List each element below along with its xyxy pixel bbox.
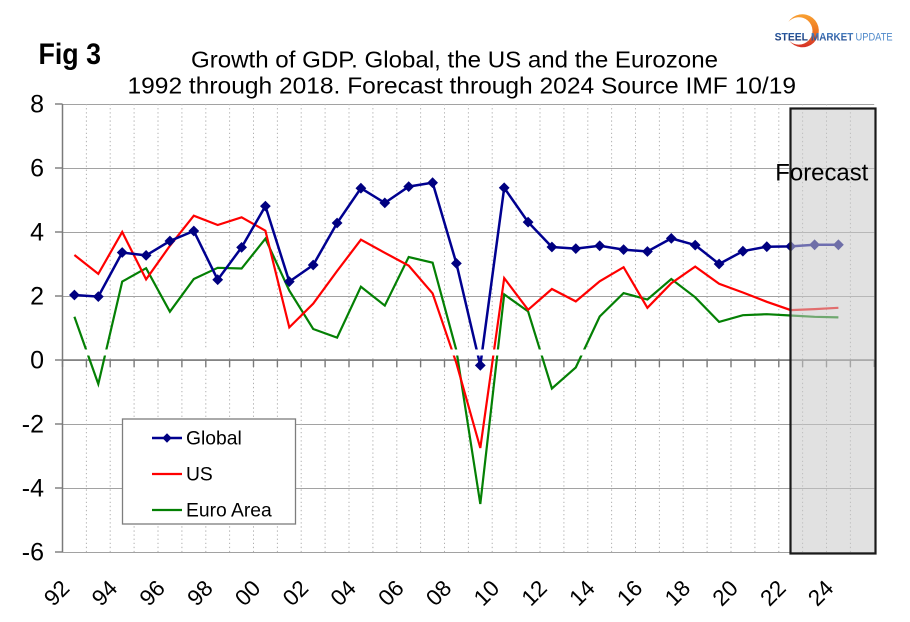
svg-text:Euro Area: Euro Area xyxy=(186,501,272,522)
svg-text:UPDATE: UPDATE xyxy=(856,31,893,43)
svg-text:Global: Global xyxy=(186,429,242,450)
svg-text:Fig 3: Fig 3 xyxy=(39,38,102,71)
svg-text:6: 6 xyxy=(30,155,44,183)
svg-text:1992 through 2018. Forecast th: 1992 through 2018. Forecast through 2024… xyxy=(128,73,797,99)
svg-text:4: 4 xyxy=(30,219,44,247)
svg-text:US: US xyxy=(186,465,213,486)
svg-text:0: 0 xyxy=(30,347,44,375)
svg-text:2: 2 xyxy=(30,283,44,311)
svg-text:STEEL: STEEL xyxy=(775,31,809,43)
svg-text:8: 8 xyxy=(30,91,44,119)
svg-text:-4: -4 xyxy=(22,475,44,503)
svg-text:Forecast: Forecast xyxy=(775,159,868,186)
svg-text:-6: -6 xyxy=(22,539,44,567)
svg-text:-2: -2 xyxy=(22,411,44,439)
svg-text:Growth of GDP. Global, the US: Growth of GDP. Global, the US and the Eu… xyxy=(191,47,718,73)
svg-text:MARKET: MARKET xyxy=(811,31,854,43)
